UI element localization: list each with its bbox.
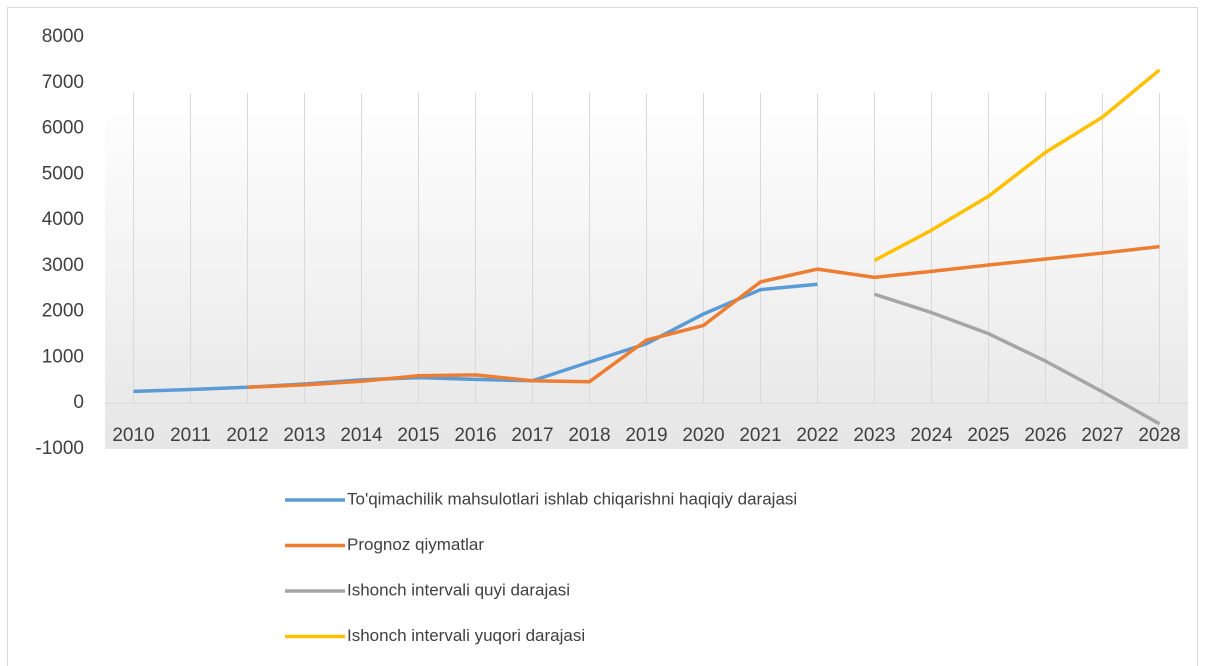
series-line xyxy=(247,244,1160,389)
x-tick-label: 2019 xyxy=(625,425,667,446)
x-tick-label: 2013 xyxy=(283,425,325,446)
x-tick-label: 2022 xyxy=(796,425,838,446)
legend-label: Ishonch intervali yuqori darajasi xyxy=(347,626,585,645)
x-tick-label: 2018 xyxy=(568,425,610,446)
legend-label: Prognoz qiymatlar xyxy=(347,535,484,554)
series-line xyxy=(873,292,1161,426)
y-tick-label: 7000 xyxy=(42,72,84,93)
x-tick-label: 2017 xyxy=(511,425,553,446)
legend-label: To'qimachilik mahsulotlari ishlab chiqar… xyxy=(347,489,797,508)
y-tick-label: -1000 xyxy=(35,438,84,459)
x-tick-label: 2015 xyxy=(397,425,439,446)
y-tick-label: 4000 xyxy=(42,209,84,230)
x-tick-label: 2025 xyxy=(967,425,1009,446)
x-tick-label: 2012 xyxy=(226,425,268,446)
x-tick-label: 2024 xyxy=(910,425,953,446)
y-tick-label: 0 xyxy=(73,392,84,413)
x-tick-label: 2010 xyxy=(112,425,154,446)
y-tick-label: 8000 xyxy=(42,26,84,47)
y-tick-label: 5000 xyxy=(42,163,84,184)
legend-label: Ishonch intervali quyi darajasi xyxy=(347,580,570,599)
x-tick-label: 2020 xyxy=(682,425,724,446)
y-tick-label: 1000 xyxy=(42,346,84,367)
y-tick-label: 3000 xyxy=(42,255,84,276)
x-tick-label: 2028 xyxy=(1138,425,1180,446)
x-tick-label: 2011 xyxy=(170,425,211,446)
x-tick-label: 2023 xyxy=(853,425,895,446)
x-tick-label: 2014 xyxy=(340,425,383,446)
x-tick-label: 2021 xyxy=(739,425,781,446)
x-tick-label: 2027 xyxy=(1081,425,1123,446)
y-tick-label: 2000 xyxy=(42,301,84,322)
series-line xyxy=(873,68,1161,262)
x-tick-label: 2016 xyxy=(454,425,496,446)
x-tick-label: 2026 xyxy=(1024,425,1066,446)
y-tick-label: 6000 xyxy=(42,118,84,139)
